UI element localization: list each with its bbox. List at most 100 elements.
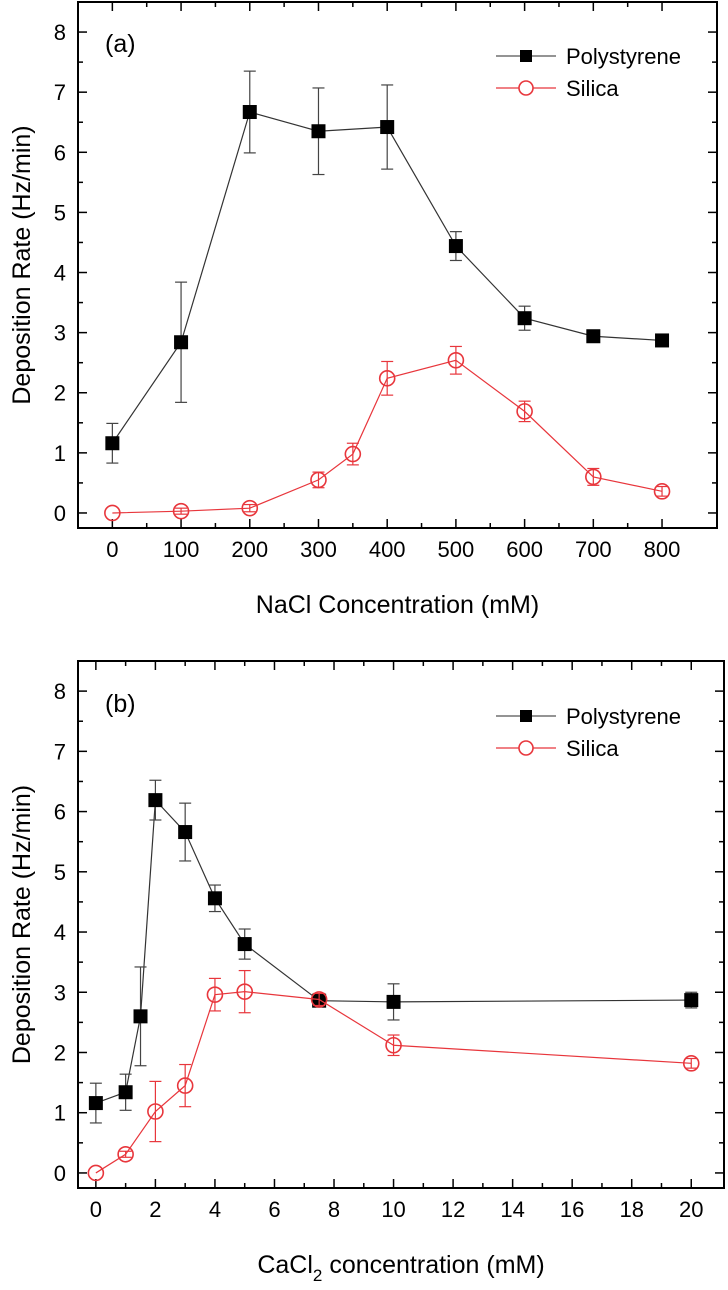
y-tick-label: 7 (54, 739, 66, 764)
legend-marker-circle-icon (518, 80, 534, 96)
legend-label: Polystyrene (566, 44, 681, 69)
data-point (147, 1103, 164, 1120)
data-point (448, 239, 463, 254)
legend-marker-square-icon (520, 50, 532, 62)
x-axis-title-main: NaCl Concentration (mM) (256, 591, 539, 619)
data-point (385, 1036, 402, 1054)
y-tick-label: 4 (54, 261, 66, 286)
x-tick-label: 6 (268, 1197, 280, 1222)
data-point (344, 445, 362, 463)
series-polystyrene (105, 70, 670, 464)
data-point (585, 468, 602, 486)
y-tick-label: 3 (54, 980, 66, 1005)
data-point (104, 504, 121, 522)
y-tick-label: 6 (54, 800, 66, 825)
panel-a: 0 100 200 300 400 500 600 700 800 0 1 2 3 4 5 6 7 8 NaCl C… (8, 1, 718, 619)
data-point (378, 370, 396, 387)
data-point (655, 333, 670, 348)
x-tick-label: 0 (106, 537, 118, 562)
x-tick-label: 16 (560, 1197, 584, 1222)
data-point (236, 983, 254, 1000)
data-point (684, 993, 699, 1008)
y-tick-label: 2 (54, 1040, 66, 1065)
y-tick-label: 1 (54, 1101, 66, 1126)
legend-marker-square-icon (520, 710, 532, 722)
data-point (172, 502, 190, 520)
data-point (586, 329, 601, 344)
x-tick-label: 8 (328, 1197, 340, 1222)
x-tick-label: 14 (500, 1197, 524, 1222)
x-axis-title-main: CaCl (257, 1251, 313, 1279)
x-axis-title-rest: concentration (mM) (322, 1251, 544, 1279)
data-point (653, 483, 671, 500)
y-tick-label: 2 (54, 381, 66, 406)
panel-label: (a) (105, 30, 136, 58)
data-point (237, 937, 252, 952)
legend-item-silica: Silica (496, 76, 619, 101)
x-tick-label: 0 (90, 1197, 102, 1222)
data-point (206, 986, 224, 1003)
series-silica (87, 969, 700, 1182)
data-point (516, 403, 533, 420)
data-point (178, 825, 193, 840)
data-point (310, 991, 328, 1008)
data-point (310, 471, 327, 489)
data-point (88, 1096, 103, 1111)
data-point (118, 1085, 133, 1100)
y-axis-title: Deposition Rate (Hz/min) (8, 125, 36, 404)
x-tick-label: 100 (163, 537, 200, 562)
x-tick-label: 18 (619, 1197, 643, 1222)
data-point (242, 105, 257, 120)
y-tick-label: 3 (54, 321, 66, 346)
y-tick-label: 5 (54, 200, 66, 225)
data-point (87, 1164, 105, 1182)
data-point (133, 1009, 148, 1024)
data-point (148, 793, 163, 808)
y-tick-label: 5 (54, 860, 66, 885)
data-point (105, 436, 120, 451)
y-tick-label: 0 (54, 501, 66, 526)
data-point (447, 351, 465, 369)
x-tick-label: 500 (438, 537, 475, 562)
x-tick-label: 4 (209, 1197, 221, 1222)
legend-marker-circle-icon (518, 740, 534, 756)
legend-item-polystyrene: Polystyrene (496, 44, 681, 69)
x-tick-label: 200 (231, 537, 268, 562)
y-tick-label: 4 (54, 920, 66, 945)
data-point (311, 124, 326, 139)
y-tick-label: 7 (54, 80, 66, 105)
x-axis-title: NaCl Concentration (mM) (256, 591, 539, 619)
y-tick-label: 8 (54, 20, 66, 45)
x-tick-label: 20 (679, 1197, 703, 1222)
series-line (112, 359, 663, 514)
legend-label: Polystyrene (566, 704, 681, 729)
y-tick-label: 1 (54, 441, 66, 466)
x-tick-label: 700 (575, 537, 612, 562)
data-point (117, 1145, 134, 1163)
panel-label: (b) (105, 690, 136, 718)
y-axis-title: Deposition Rate (Hz/min) (8, 785, 36, 1064)
data-point (241, 499, 259, 517)
plot-frame (77, 1, 718, 529)
series-polystyrene (88, 779, 699, 1124)
x-tick-label: 12 (441, 1197, 465, 1222)
x-axis-title-subscript: 2 (313, 1266, 322, 1285)
data-point (174, 335, 189, 350)
data-point (380, 120, 395, 135)
x-tick-label: 600 (506, 537, 543, 562)
y-tick-label: 8 (54, 679, 66, 704)
legend: Polystyrene Silica (496, 704, 681, 761)
data-point (682, 1055, 700, 1072)
legend-label: Silica (566, 736, 619, 761)
series-line (95, 798, 692, 1104)
data-point (386, 994, 401, 1009)
legend: Polystyrene Silica (496, 44, 681, 101)
series-silica (104, 345, 671, 522)
data-point (207, 891, 222, 906)
x-tick-label: 2 (149, 1197, 161, 1222)
legend-item-polystyrene: Polystyrene (496, 704, 681, 729)
data-point (517, 311, 532, 326)
legend-item-silica: Silica (496, 736, 619, 761)
